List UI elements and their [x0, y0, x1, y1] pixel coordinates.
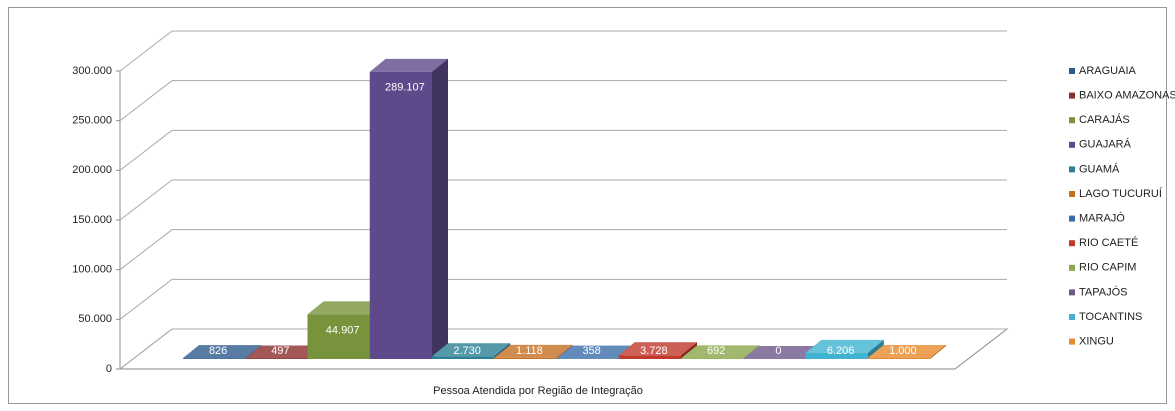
bar-top	[556, 345, 635, 359]
bar-front	[494, 357, 557, 359]
y-tick-label: 300.000	[72, 65, 112, 77]
bar-top	[805, 339, 884, 353]
legend-label: GUAMÁ	[1079, 162, 1120, 175]
legend-label: XINGU	[1079, 336, 1114, 348]
data-label: 358	[582, 345, 600, 357]
legend-swatch	[1069, 117, 1075, 124]
data-label: 3.728	[640, 345, 668, 357]
data-label: 0	[775, 345, 781, 357]
legend-label: TAPAJÓS	[1079, 285, 1128, 298]
bar-front	[307, 314, 370, 359]
data-label: 1.118	[516, 345, 543, 357]
legend-label: GUAJARÁ	[1079, 138, 1132, 151]
bar-top	[307, 301, 386, 315]
bar-side	[743, 345, 760, 359]
legend-label: LAGO TUCURUÍ	[1079, 187, 1163, 200]
bar-top	[432, 343, 511, 357]
bar-top-shade	[432, 343, 511, 357]
bar-top	[183, 345, 262, 359]
y-tick-label: 100.000	[72, 264, 112, 276]
bar-front	[183, 358, 246, 359]
legend-swatch	[1069, 215, 1075, 222]
y-tick-label: 200.000	[72, 164, 112, 176]
legend-swatch	[1069, 166, 1075, 173]
legend-swatch	[1069, 289, 1075, 296]
bar-side	[681, 342, 697, 359]
legend-swatch	[1069, 338, 1075, 345]
legend-label: CARAJÁS	[1079, 113, 1130, 126]
bar-top-shade	[245, 345, 324, 359]
legend-swatch	[1069, 92, 1075, 99]
legend-label: TOCANTINS	[1079, 311, 1142, 323]
bar-side-shade	[930, 345, 946, 359]
bar-side	[432, 58, 448, 360]
data-label: 2.730	[453, 345, 481, 357]
legend-swatch	[1069, 191, 1075, 197]
legend-swatch	[1069, 141, 1075, 148]
bar-top	[681, 345, 760, 359]
bar-front	[805, 352, 868, 359]
legend-label: MARAJÓ	[1079, 212, 1125, 225]
bar-front	[432, 356, 495, 359]
legend-label: ARAGUAIA	[1079, 65, 1137, 77]
grid-line	[119, 278, 173, 320]
bar-top	[245, 345, 324, 359]
grid-line	[119, 80, 173, 122]
grid-line	[119, 30, 173, 72]
y-tick-label: 150.000	[72, 214, 112, 226]
legend-label: RIO CAETÉ	[1079, 236, 1138, 249]
grid-line	[119, 129, 173, 171]
bar-top-shade	[183, 345, 262, 359]
bar-side-shade	[867, 339, 884, 359]
bar-top	[743, 346, 822, 359]
y-tick-label: 50.000	[78, 313, 112, 325]
legend-swatch	[1069, 68, 1075, 74]
bar-top-shade	[494, 344, 573, 358]
grid-line	[119, 328, 173, 370]
bar-top	[867, 345, 946, 359]
bar-top-shade	[867, 345, 946, 359]
bar-front	[681, 358, 744, 359]
chart-frame	[8, 7, 1167, 404]
bar-top-shade	[556, 345, 635, 359]
bar-side	[867, 339, 884, 359]
bar-top-shade	[805, 339, 884, 353]
bar-top	[618, 342, 697, 356]
data-label: 6.206	[827, 345, 855, 357]
grid-line	[119, 179, 173, 221]
bar-front	[369, 71, 432, 360]
data-label: 692	[707, 345, 725, 357]
legend-label: BAIXO AMAZONAS	[1079, 90, 1175, 102]
legend-swatch	[1069, 314, 1075, 320]
bar-top	[494, 344, 573, 358]
bar-side-shade	[681, 342, 697, 359]
grid-line	[119, 229, 173, 271]
bar-top-shade	[307, 301, 386, 315]
data-label: 826	[209, 345, 227, 357]
bar-top-shade	[618, 342, 697, 356]
legend-swatch	[1069, 264, 1075, 271]
bar-top-shade	[369, 58, 448, 72]
data-label: 1.000	[889, 345, 917, 357]
data-label: 44.907	[326, 324, 360, 336]
data-label: 497	[271, 345, 289, 357]
bar-side	[930, 345, 946, 359]
y-tick-label: 250.000	[72, 115, 112, 127]
bar-top-shade	[681, 345, 760, 359]
bar-top-shade	[743, 346, 822, 359]
y-tick-label: 0	[106, 363, 112, 375]
bar-front	[618, 355, 681, 359]
bar-side-shade	[743, 345, 760, 359]
bar-front	[867, 358, 930, 359]
bar-side-shade	[432, 58, 448, 360]
x-axis-label: Pessoa Atendida por Região de Integração	[433, 385, 643, 397]
data-label: 289.107	[385, 82, 425, 94]
bar-top	[369, 58, 448, 72]
legend-swatch	[1069, 240, 1075, 247]
legend-label: RIO CAPIM	[1079, 262, 1136, 274]
